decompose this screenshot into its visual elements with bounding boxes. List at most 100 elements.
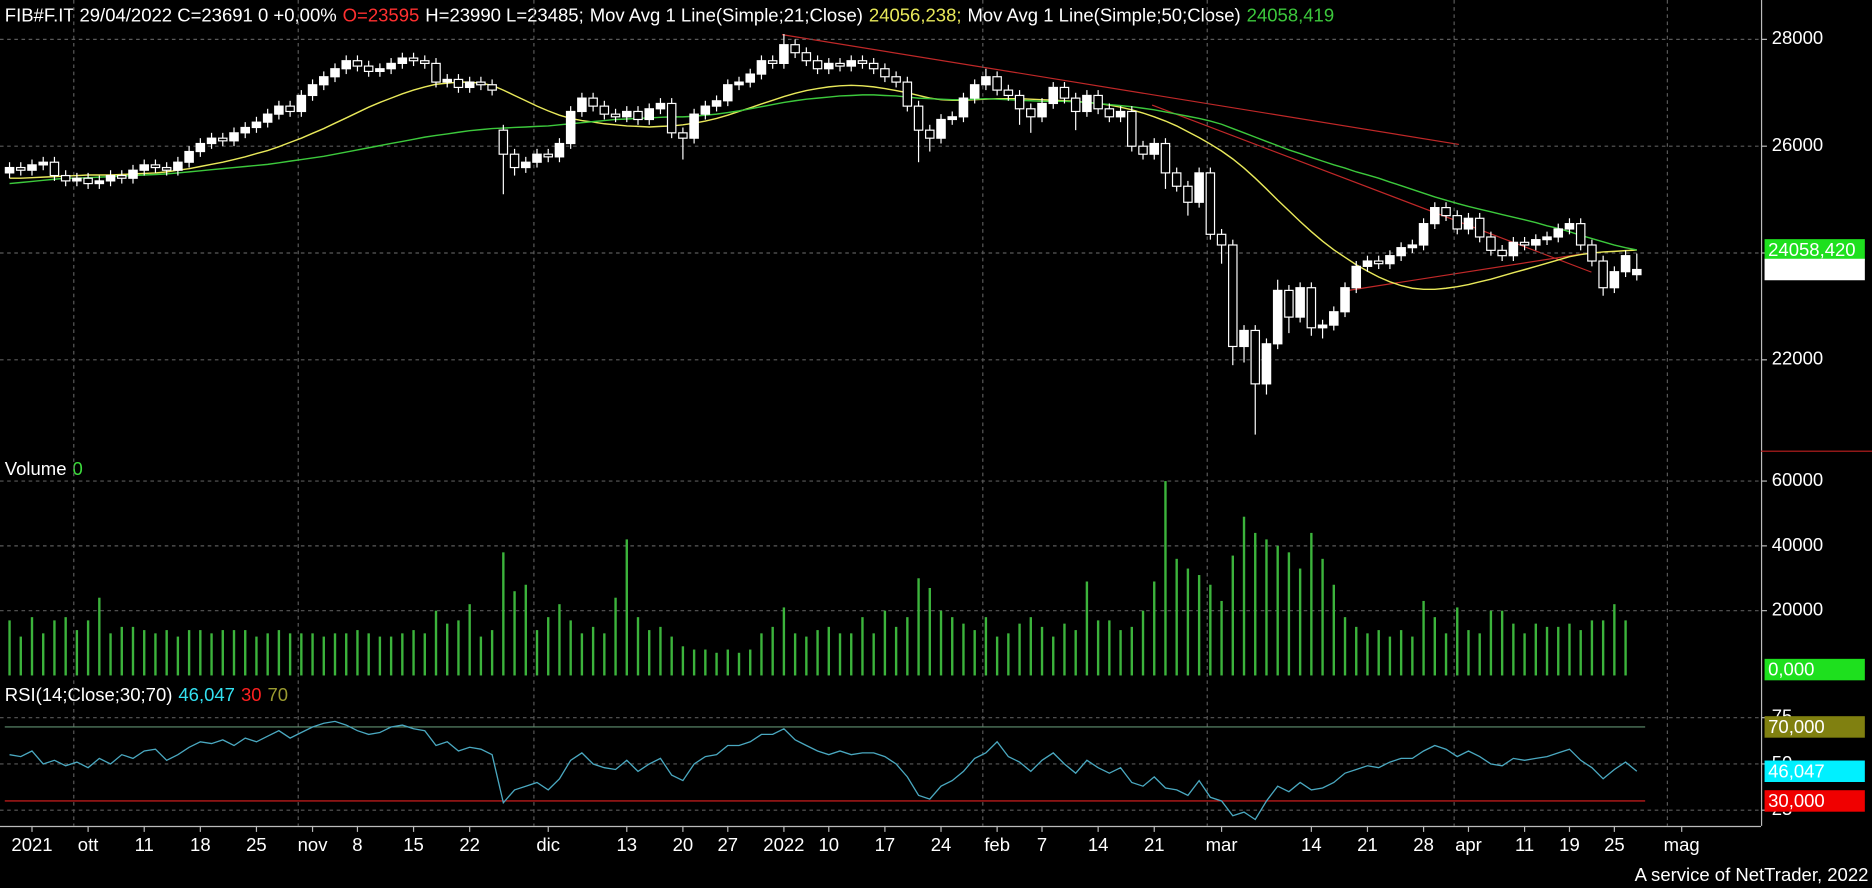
candle-body [1003,89,1014,97]
x-tick-label: 27 [717,834,738,855]
candle-body [1564,223,1575,230]
candle-body [767,60,778,64]
moving-average-line [9,94,1637,251]
candle-body [521,161,531,169]
volume-bar [1175,558,1178,676]
candle-body [1059,86,1070,99]
volume-bar [659,626,662,676]
header-text: H=23990 L=23485; [425,5,583,26]
candle-body [633,110,643,121]
candle-body [734,81,744,86]
volume-bar [1321,558,1324,676]
candle-body [1026,108,1036,118]
candle-body [1497,249,1507,257]
candle-body [4,166,15,174]
candle-body [599,105,610,115]
volume-bar [176,636,180,676]
candle-body [27,164,37,171]
volume-bar [1096,620,1100,676]
candle-body [1093,94,1103,110]
volume-bar [1433,617,1436,676]
candle-body [38,161,48,166]
candle-body [1430,207,1440,225]
volume-bar [1500,610,1504,676]
candle-body [94,180,105,185]
candle-body [161,166,172,171]
value-marker [1764,658,1865,681]
x-tick-label: 15 [403,834,424,855]
candle-body [296,94,307,113]
candle-body [487,84,497,91]
candle-body [498,129,509,155]
candle-body [431,62,441,83]
candle-body [375,68,385,73]
volume-bar [1298,568,1302,676]
volume-bar [816,630,819,676]
candle-body [1441,207,1451,217]
candle-body [49,161,60,177]
volume-bar [917,578,920,676]
candle-body [509,153,520,169]
candle-body [1115,110,1126,118]
volume-bar [625,539,628,676]
volume-bar [1029,617,1032,676]
volume-bar [524,584,527,676]
candle-body [1542,236,1552,241]
volume-bar [1557,626,1560,676]
panel-value: 0 [72,458,82,479]
candle-body [1396,247,1406,257]
chart-header: FIB#F.IT 29/04/2022 C=23691 0 +0,00% O=23… [5,5,1334,26]
legend-label: Mov Avg 1 Line(Simple;21;Close) [590,5,863,26]
candle-body [1620,255,1631,273]
volume-bar [805,636,808,676]
volume-bar [670,636,673,676]
candle-body [1407,244,1418,249]
x-tick-label: feb [984,834,1010,855]
value-marker-label: 24058,420 [1768,239,1855,260]
x-tick-label: 14 [1301,834,1322,855]
candle-body [1452,215,1463,230]
volume-bar [1456,607,1459,676]
volume-bar [894,626,898,676]
x-tick-label: dic [536,834,560,855]
candle-body [1183,185,1193,203]
candle-body [1127,110,1137,147]
volume-bar [1377,630,1380,676]
candle-body [1340,287,1350,313]
candle-body [756,60,767,75]
volume-bar [603,633,606,676]
candle-body [341,60,351,70]
value-marker [1764,258,1865,281]
volume-bar [345,633,348,676]
candle-body [1104,108,1115,118]
x-tick-label: 20 [673,834,694,855]
candle-body [1070,97,1081,113]
volume-bar [1141,610,1145,676]
x-tick-label: apr [1455,834,1482,855]
x-tick-label: 17 [875,834,896,855]
volume-bar [861,617,864,676]
x-tick-label: 2021 [11,834,52,855]
volume-bar [457,620,460,676]
candle-body [397,57,408,64]
volume-bar [1601,620,1605,676]
volume-bar [42,633,45,676]
volume-bar [154,633,157,676]
volume-bar [648,630,651,676]
volume-bar [591,626,595,676]
panel-title: Volume [5,458,67,479]
volume-bar [199,630,202,676]
moving-average-line [9,81,1637,291]
volume-bar [1108,620,1111,676]
volume-bar [423,633,426,676]
candle-body [262,113,273,123]
volume-bar [187,630,191,676]
volume-bar [1276,545,1279,676]
x-tick-label: mar [1206,834,1238,855]
y-tick-label: 40000 [1772,534,1823,555]
volume-bar [1119,630,1122,676]
candle-body [1317,324,1328,329]
candle-body [969,84,980,99]
y-tick-label: 28000 [1772,27,1823,48]
